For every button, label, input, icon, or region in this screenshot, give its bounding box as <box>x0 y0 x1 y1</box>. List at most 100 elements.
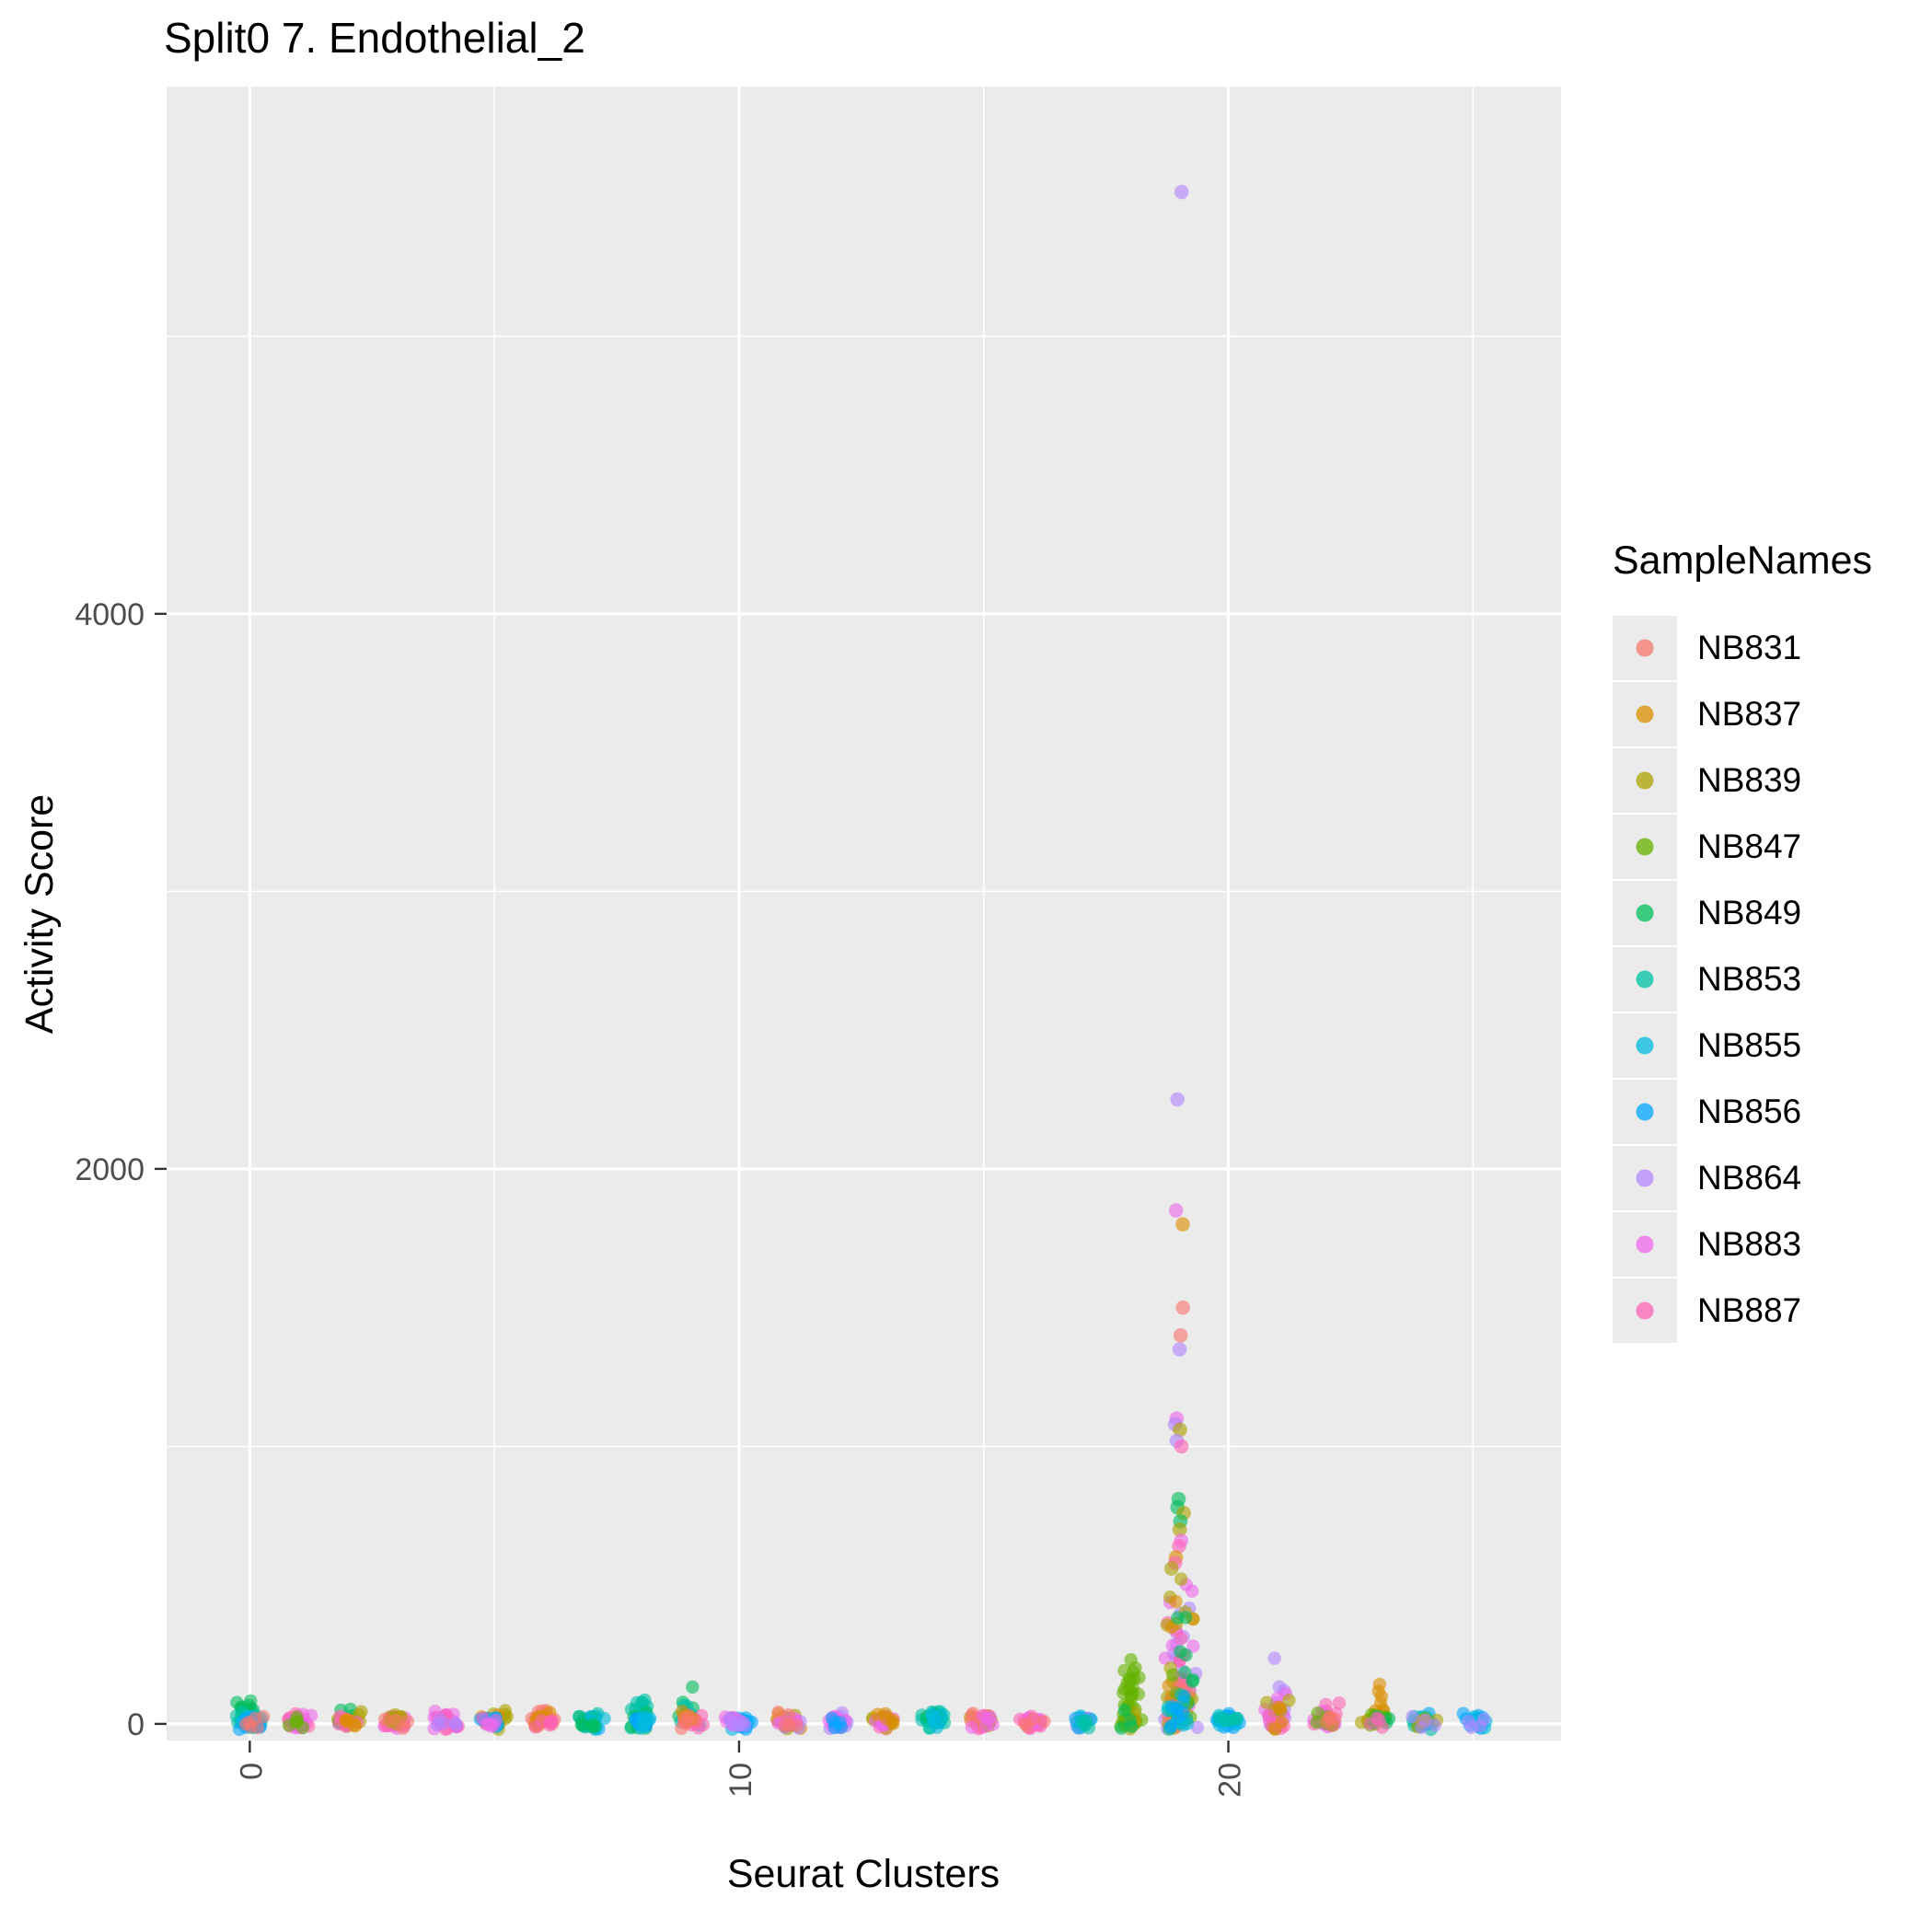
point <box>1323 1711 1336 1725</box>
point <box>1406 1709 1419 1724</box>
point <box>1131 1687 1146 1701</box>
point <box>934 1708 948 1722</box>
outlier-point <box>1175 1300 1190 1315</box>
point <box>978 1718 993 1733</box>
point <box>1177 1690 1191 1704</box>
point <box>1174 1645 1187 1659</box>
outlier-point <box>1174 184 1189 200</box>
points-layer <box>229 184 1493 1737</box>
point <box>388 1713 403 1728</box>
point <box>339 1713 353 1728</box>
point <box>1037 1715 1051 1729</box>
legend-item: NB856 <box>1613 1079 1872 1145</box>
y-tick-label: 2000 <box>75 1152 145 1187</box>
legend-label: NB847 <box>1697 827 1802 865</box>
point <box>1267 1651 1281 1665</box>
point <box>1117 1704 1132 1718</box>
point <box>448 1716 462 1730</box>
point <box>1311 1706 1325 1720</box>
outlier-point <box>1175 1217 1190 1232</box>
point <box>348 1719 363 1733</box>
legend-key <box>1613 1278 1677 1343</box>
point <box>1273 1702 1288 1716</box>
point <box>1282 1694 1296 1707</box>
point <box>738 1718 752 1732</box>
point <box>1172 1710 1186 1724</box>
point <box>1163 1720 1178 1734</box>
point <box>1222 1713 1237 1728</box>
point <box>1186 1674 1199 1688</box>
point <box>545 1714 559 1728</box>
legend-point-icon <box>1636 639 1654 657</box>
point <box>635 1717 650 1731</box>
point <box>686 1680 700 1695</box>
point <box>1374 1689 1389 1704</box>
legend-label: NB856 <box>1697 1093 1802 1130</box>
point <box>1174 1631 1188 1646</box>
legend-item: NB837 <box>1613 681 1872 747</box>
y-tick-label: 0 <box>127 1707 145 1742</box>
point <box>1372 1713 1386 1728</box>
point <box>834 1720 849 1734</box>
legend-item: NB864 <box>1613 1145 1872 1211</box>
point <box>378 1712 392 1727</box>
outlier-point <box>1163 1561 1179 1576</box>
legend-key <box>1613 881 1677 945</box>
legend-label: NB839 <box>1697 761 1802 799</box>
legend-label: NB853 <box>1697 960 1802 998</box>
legend-title: SampleNames <box>1613 538 1872 583</box>
legend-item: NB887 <box>1613 1278 1872 1344</box>
legend-point-icon <box>1636 1235 1654 1254</box>
outlier-point <box>1173 1422 1187 1438</box>
point <box>1165 1668 1180 1682</box>
point <box>1275 1715 1289 1730</box>
legend-item: NB849 <box>1613 880 1872 946</box>
legend-point-icon <box>1636 970 1654 989</box>
legend-point-icon <box>1636 1103 1654 1121</box>
point <box>1165 1699 1179 1714</box>
outlier-point <box>1172 1539 1186 1554</box>
point <box>1115 1721 1128 1735</box>
point <box>597 1711 611 1726</box>
point <box>1186 1639 1200 1653</box>
legend-label: NB855 <box>1697 1026 1802 1064</box>
legend-key <box>1613 1146 1677 1210</box>
legend-label: NB887 <box>1697 1291 1802 1329</box>
outlier-point <box>1173 1328 1188 1343</box>
point <box>1164 1620 1179 1635</box>
x-tick-label: 10 <box>723 1763 758 1798</box>
outlier-point <box>1168 1203 1184 1218</box>
outlier-point <box>1174 1439 1189 1454</box>
legend-label: NB883 <box>1697 1225 1802 1263</box>
point <box>1123 1713 1138 1728</box>
legend-point-icon <box>1636 838 1654 856</box>
legend-label: NB864 <box>1697 1159 1802 1197</box>
point <box>1132 1671 1146 1684</box>
legend-point-icon <box>1636 904 1654 922</box>
point <box>1078 1718 1093 1732</box>
point <box>400 1715 415 1729</box>
point <box>586 1720 600 1734</box>
outlier-point <box>1172 1342 1187 1357</box>
legend: SampleNames NB831 NB837 NB839 NB847 NB849 NB8… <box>1613 538 1872 1344</box>
legend-point-icon <box>1636 705 1654 723</box>
legend-label: NB837 <box>1697 695 1802 733</box>
point <box>1158 1651 1173 1665</box>
point <box>1212 1710 1226 1725</box>
legend-item: NB853 <box>1613 946 1872 1012</box>
point <box>681 1710 696 1725</box>
point <box>1418 1713 1432 1728</box>
point <box>1262 1709 1277 1723</box>
point <box>1476 1712 1491 1727</box>
legend-key <box>1613 616 1677 680</box>
legend-point-icon <box>1636 771 1654 790</box>
point <box>725 1718 739 1732</box>
point <box>1178 1665 1192 1680</box>
point <box>1122 1672 1137 1685</box>
plot-title: Split0 7. Endothelial_2 <box>164 14 585 62</box>
point <box>1464 1720 1479 1735</box>
legend-item: NB839 <box>1613 747 1872 814</box>
point <box>282 1718 296 1732</box>
point <box>825 1711 839 1726</box>
